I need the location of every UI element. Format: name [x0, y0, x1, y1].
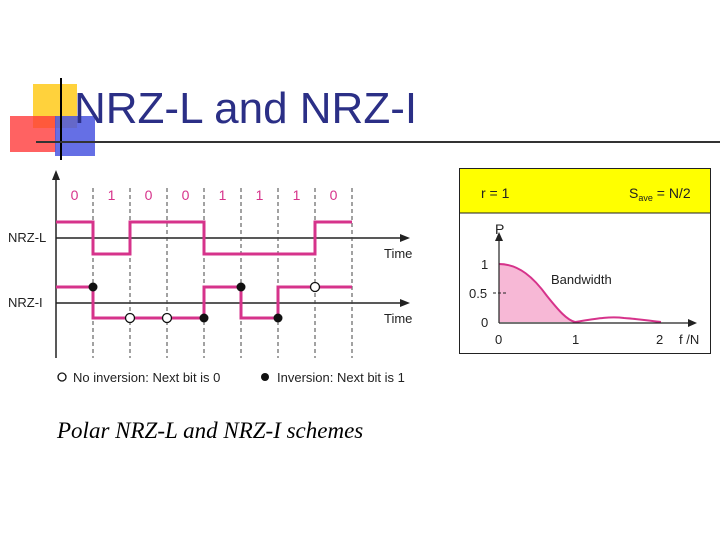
deco-red-square — [10, 116, 56, 152]
y-tick-0: 0 — [481, 315, 488, 330]
row-label-nrz-l: NRZ-L — [8, 230, 46, 245]
bit-labels: 0 1 0 0 1 1 1 0 — [71, 187, 338, 203]
legend-inversion-icon — [261, 373, 269, 381]
y-tick-0-5: 0.5 — [469, 286, 487, 301]
bit-label: 0 — [71, 187, 79, 203]
x-axis-label: f /N — [679, 332, 699, 347]
bit-label: 1 — [219, 187, 227, 203]
inversion-markers — [88, 281, 321, 324]
slide-title: NRZ-L and NRZ-I — [74, 84, 418, 133]
bit-label: 1 — [108, 187, 116, 203]
x-tick-0: 0 — [495, 332, 502, 347]
y-axis-label: P — [495, 221, 504, 237]
spectrum-panel: r = 1 Save = N/2 P f /N Bandwidth 1 0.5 … — [459, 168, 711, 354]
header-average: Save = N/2 — [629, 185, 691, 203]
inversion-dot — [88, 282, 98, 292]
x-tick-2: 2 — [656, 332, 663, 347]
header-ratio: r = 1 — [481, 185, 510, 201]
timing-diagram: 0 1 0 0 1 1 1 0 NRZ-L NRZ-I Time Time No invers… — [8, 170, 412, 385]
bandwidth-label: Bandwidth — [551, 272, 612, 287]
no-inversion-dot — [161, 312, 173, 324]
diagram-axes — [52, 170, 410, 358]
row-label-nrz-i: NRZ-I — [8, 295, 43, 310]
bit-label: 1 — [256, 187, 264, 203]
inversion-dot — [199, 313, 209, 323]
legend-inversion-label: Inversion: Next bit is 1 — [277, 370, 405, 385]
figure-caption: Polar NRZ-L and NRZ-I schemes — [57, 418, 364, 443]
inversion-dot — [236, 282, 246, 292]
legend-no-inversion-icon — [57, 372, 67, 382]
title-underline — [36, 141, 720, 143]
bit-label: 1 — [293, 187, 301, 203]
deco-vertical-line — [60, 78, 62, 160]
time-label-nrz-i: Time — [384, 311, 412, 326]
bit-label: 0 — [330, 187, 338, 203]
spectrum-header — [460, 169, 710, 213]
power-curve — [498, 263, 662, 324]
nrz-i-waveform — [56, 285, 352, 320]
x-tick-1: 1 — [572, 332, 579, 347]
legend: No inversion: Next bit is 0 Inversion: N… — [57, 370, 405, 385]
legend-no-inversion-label: No inversion: Next bit is 0 — [73, 370, 220, 385]
no-inversion-dot — [309, 281, 321, 293]
time-label-nrz-l: Time — [384, 246, 412, 261]
no-inversion-dot — [124, 312, 136, 324]
y-tick-1: 1 — [481, 257, 488, 272]
bit-boundaries — [92, 188, 353, 358]
nrz-l-waveform — [56, 220, 352, 256]
bit-label: 0 — [145, 187, 153, 203]
bit-label: 0 — [182, 187, 190, 203]
inversion-dot — [273, 313, 283, 323]
